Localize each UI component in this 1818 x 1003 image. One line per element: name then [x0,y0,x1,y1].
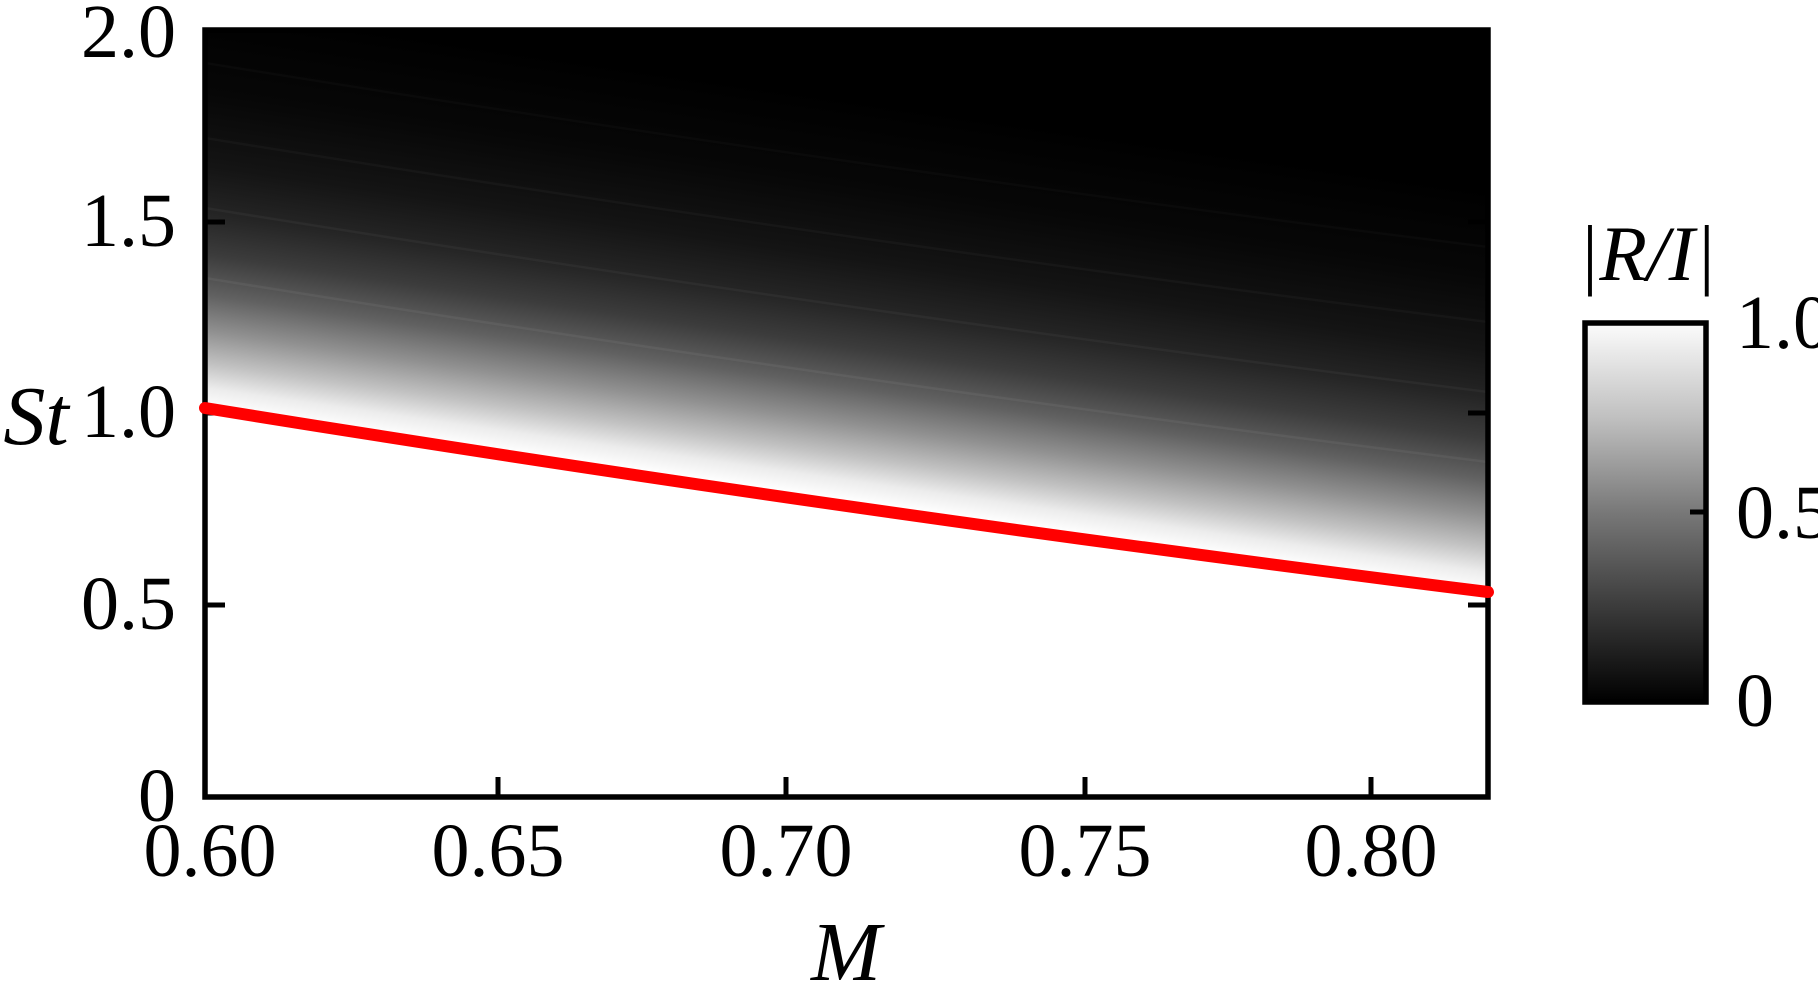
y-tick-label: 1.0 [81,370,176,454]
plot-area [199,27,1494,800]
contour-band-line [205,206,1488,394]
contour-bands [205,206,1488,464]
colorbar: |R/I| 1.0 0.5 0 [1578,210,1818,743]
colorbar-tick-label: 0.5 [1736,471,1818,555]
y-tick-label: 0 [138,754,176,838]
x-axis-ticks [495,777,1374,797]
contour-band-line [205,276,1488,464]
x-tick-label: 0.80 [1305,809,1438,893]
colorbar-tick-label: 1.0 [1736,281,1818,365]
heatmap-field [205,30,1488,592]
y-axis-ticks-right [1468,219,1488,608]
x-tick-label: 0.65 [432,809,565,893]
y-tick-label: 2.0 [81,0,176,74]
y-axis-label: St [3,370,71,463]
x-axis-tick-labels: 0.60 0.65 0.70 0.75 0.80 [144,809,1438,893]
y-tick-label: 1.5 [81,179,176,263]
x-tick-label: 0.70 [720,809,853,893]
x-axis-label: M [810,906,885,999]
colorbar-tick-label: 0 [1736,659,1774,743]
y-axis-tick-labels: 2.0 1.5 1.0 0.5 0 [81,0,176,838]
y-tick-label: 0.5 [81,562,176,646]
x-tick-label: 0.75 [1019,809,1152,893]
x-tick-label: 0.60 [144,809,277,893]
colorbar-gradient [1585,323,1706,702]
cuton-boundary-line [199,402,1494,598]
colorbar-title: |R/I| [1578,210,1716,297]
